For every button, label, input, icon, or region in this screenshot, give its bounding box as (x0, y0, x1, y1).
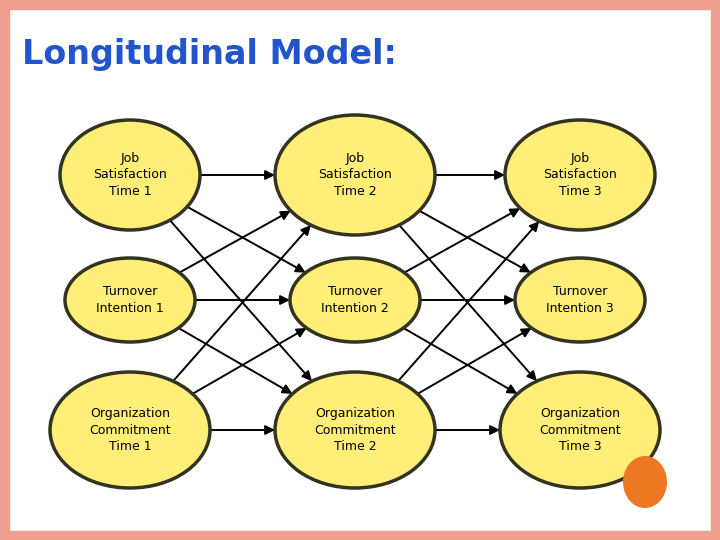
Ellipse shape (500, 372, 660, 488)
Ellipse shape (515, 258, 645, 342)
Text: Organization
Commitment
Time 3: Organization Commitment Time 3 (539, 407, 621, 453)
Text: Turnover
Intention 3: Turnover Intention 3 (546, 285, 614, 315)
Text: Job
Satisfaction
Time 3: Job Satisfaction Time 3 (543, 152, 617, 198)
Text: Turnover
Intention 1: Turnover Intention 1 (96, 285, 164, 315)
Text: Longitudinal Model:: Longitudinal Model: (22, 38, 397, 71)
Text: Job
Satisfaction
Time 2: Job Satisfaction Time 2 (318, 152, 392, 198)
Ellipse shape (275, 372, 435, 488)
Ellipse shape (290, 258, 420, 342)
Ellipse shape (623, 456, 667, 508)
Ellipse shape (50, 372, 210, 488)
Text: Turnover
Intention 2: Turnover Intention 2 (321, 285, 389, 315)
Ellipse shape (505, 120, 655, 230)
Text: Organization
Commitment
Time 1: Organization Commitment Time 1 (89, 407, 171, 453)
Ellipse shape (275, 115, 435, 235)
Ellipse shape (65, 258, 195, 342)
Text: Job
Satisfaction
Time 1: Job Satisfaction Time 1 (93, 152, 167, 198)
Text: Organization
Commitment
Time 2: Organization Commitment Time 2 (314, 407, 396, 453)
Ellipse shape (60, 120, 200, 230)
